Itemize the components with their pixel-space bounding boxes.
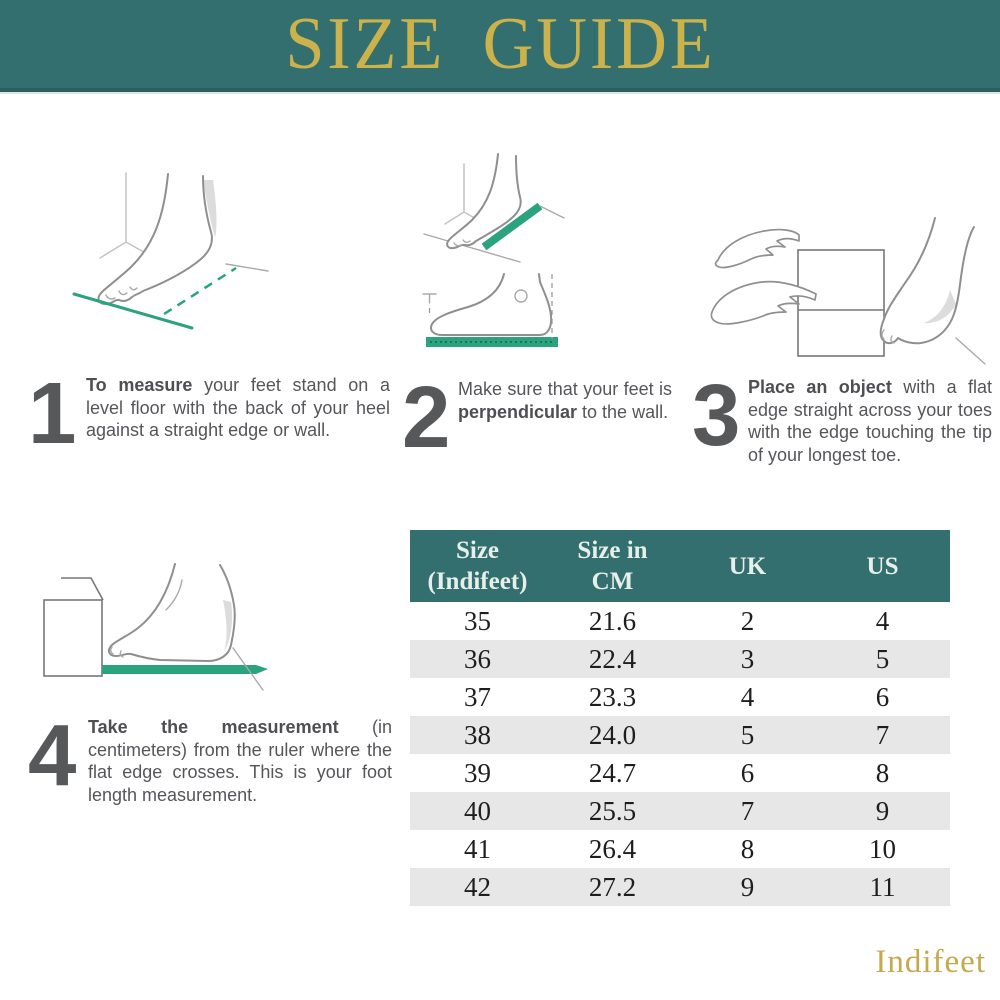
step-1-number: 1 <box>28 365 77 462</box>
cell-uk: 9 <box>740 871 755 902</box>
size-chart-table: Size (Indifeet) Size in CM UK US <box>410 530 950 906</box>
step-2: 2 Make sure that your feet is perpendicu… <box>402 369 672 466</box>
cell-us: 4 <box>875 605 890 636</box>
header-line: US <box>866 552 899 580</box>
header-line: CM <box>591 568 634 595</box>
step-3-text: Place an object with a flat edge straigh… <box>748 376 992 466</box>
cell-cm: 25.5 <box>588 795 637 826</box>
cell-uk: 7 <box>740 795 755 826</box>
step-2-number: 2 <box>402 369 451 466</box>
cell-us: 9 <box>875 795 890 826</box>
table-row: 35 21.6 2 4 <box>410 602 950 640</box>
step-1-bold: To measure <box>86 375 193 395</box>
step-3-box-hands-illustration <box>710 217 986 365</box>
header-line: Size in <box>577 537 648 564</box>
step-3-number: 3 <box>692 367 741 464</box>
cell-us: 10 <box>869 833 896 864</box>
step-1-post: your feet stand on a level floor with th… <box>86 375 391 440</box>
step-1-foot-wall-illustration <box>72 172 269 330</box>
step-4-post: (in centimeters) from the ruler where th… <box>88 717 392 805</box>
cell-uk: 8 <box>740 833 755 864</box>
step-4-bold: Take the measurement <box>88 717 339 737</box>
cell-uk: 3 <box>740 643 755 674</box>
step-1: 1 To measure your feet stand on a level … <box>28 365 390 462</box>
cell-cm: 22.4 <box>588 643 637 674</box>
table-row: 36 22.4 3 5 <box>410 640 950 678</box>
cell-cm: 27.2 <box>588 871 637 902</box>
cell-us: 6 <box>875 681 890 712</box>
header-us: US <box>815 530 950 602</box>
cell-size: 42 <box>464 871 491 902</box>
cell-size: 39 <box>464 757 491 788</box>
step-4-ruler-measure-illustration <box>43 563 268 691</box>
step-2-text: Make sure that your feet is perpendicula… <box>458 378 672 453</box>
cell-cm: 26.4 <box>588 833 637 864</box>
cell-size: 37 <box>464 681 491 712</box>
cell-size: 41 <box>464 833 491 864</box>
header-banner: SIZE GUIDE <box>0 0 1000 92</box>
table-row: 40 25.5 7 9 <box>410 792 950 830</box>
cell-cm: 24.0 <box>588 719 637 750</box>
header-size-cm: Size in CM <box>545 530 680 602</box>
step-3-post: with a flat edge straight across your to… <box>748 377 992 465</box>
cell-cm: 21.6 <box>588 605 637 636</box>
cell-us: 11 <box>869 871 896 902</box>
header-size-indifeet: Size (Indifeet) <box>410 530 545 602</box>
step-2-perpendicular-illustration <box>422 153 565 347</box>
step-3-bold: Place an object <box>748 377 892 397</box>
step-4-number: 4 <box>28 707 77 804</box>
cell-size: 36 <box>464 643 491 674</box>
table-row: 41 26.4 8 10 <box>410 830 950 868</box>
header-line: (Indifeet) <box>427 568 528 595</box>
page-title: SIZE GUIDE <box>284 3 716 85</box>
header-line: UK <box>728 552 767 580</box>
header-line: Size <box>455 537 500 564</box>
cell-uk: 4 <box>740 681 755 712</box>
step-4: 4 Take the measurement (in centimeters) … <box>28 707 392 806</box>
step-3: 3 Place an object with a flat edge strai… <box>692 367 992 466</box>
brand-wordmark: Indifeet <box>875 944 986 980</box>
step-1-text: To measure your feet stand on a level fl… <box>86 374 390 449</box>
cell-size: 38 <box>464 719 491 750</box>
step-2-pre: Make sure that your feet is <box>458 379 672 399</box>
table-header-row: Size (Indifeet) Size in CM UK US <box>410 530 950 602</box>
step-2-post: to the wall. <box>577 401 669 422</box>
cell-uk: 6 <box>740 757 755 788</box>
cell-us: 7 <box>875 719 890 750</box>
cell-uk: 5 <box>740 719 755 750</box>
table-row: 37 23.3 4 6 <box>410 678 950 716</box>
cell-us: 5 <box>875 643 890 674</box>
step-4-text: Take the measurement (in centimeters) fr… <box>88 716 392 806</box>
cell-uk: 2 <box>740 605 755 636</box>
cell-size: 40 <box>464 795 491 826</box>
cell-us: 8 <box>875 757 890 788</box>
header-uk: UK <box>680 530 815 602</box>
table-row: 42 27.2 9 11 <box>410 868 950 906</box>
cell-cm: 23.3 <box>588 681 637 712</box>
table-row: 39 24.7 6 8 <box>410 754 950 792</box>
cell-cm: 24.7 <box>588 757 637 788</box>
cell-size: 35 <box>464 605 491 636</box>
table-row: 38 24.0 5 7 <box>410 716 950 754</box>
step-2-bold: perpendicular <box>458 401 578 422</box>
